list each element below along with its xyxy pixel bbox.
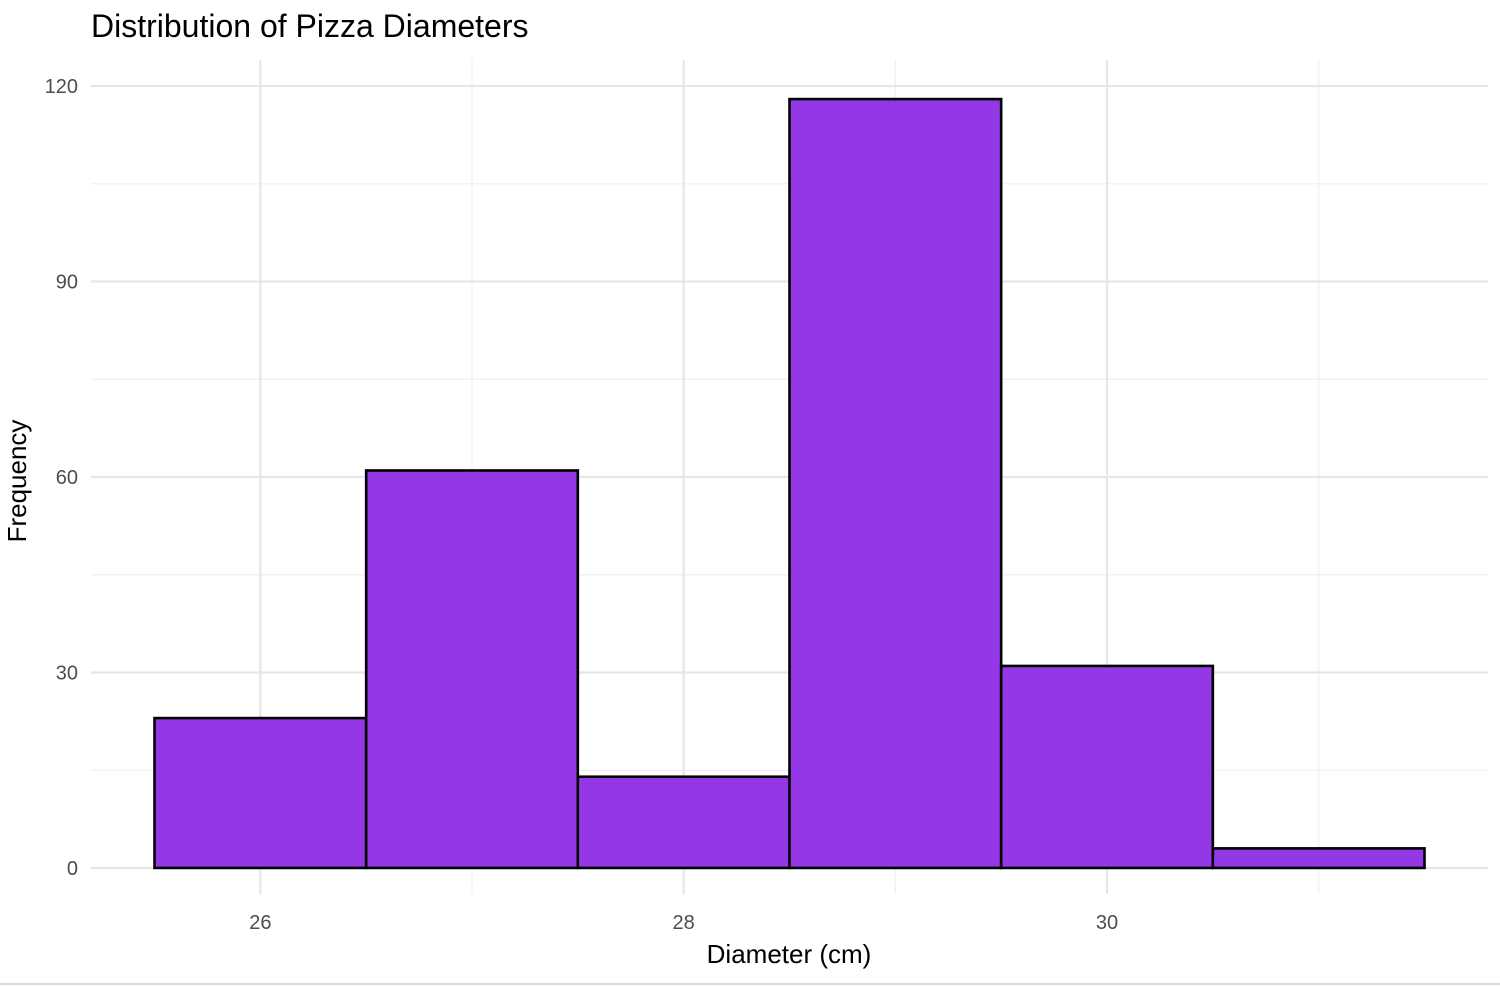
x-tick-label: 26 bbox=[249, 912, 271, 934]
y-tick-label: 90 bbox=[56, 272, 78, 294]
histogram-bar bbox=[1211, 847, 1426, 870]
y-tick-label: 30 bbox=[56, 662, 78, 684]
histogram-bar bbox=[999, 664, 1215, 870]
chart-title: Distribution of Pizza Diameters bbox=[91, 8, 528, 44]
y-axis-title: Frequency bbox=[2, 420, 32, 543]
tick-labels-layer: 0 30 60 90 120 26 28 30 bbox=[45, 76, 1119, 934]
histogram-bar bbox=[364, 469, 580, 870]
histogram-bar bbox=[153, 716, 368, 870]
x-tick-label: 30 bbox=[1096, 912, 1118, 934]
y-tick-label: 0 bbox=[67, 858, 78, 880]
y-tick-label: 120 bbox=[45, 76, 78, 98]
x-axis-title: Diameter (cm) bbox=[707, 939, 872, 969]
bars-layer bbox=[153, 97, 1426, 870]
y-tick-label: 60 bbox=[56, 467, 78, 489]
x-tick-label: 28 bbox=[673, 912, 695, 934]
histogram-bar bbox=[576, 775, 791, 870]
histogram-bar bbox=[788, 97, 1003, 870]
